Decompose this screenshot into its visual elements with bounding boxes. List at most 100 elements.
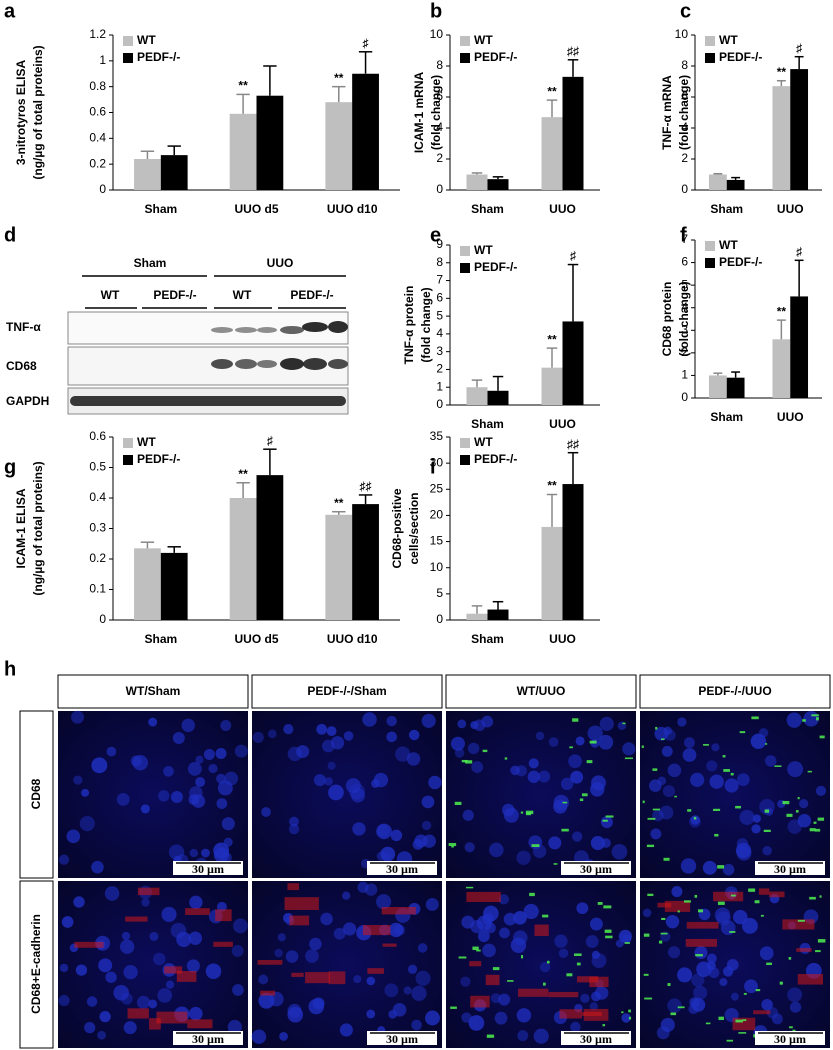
row-label: CD68: [6, 359, 37, 373]
nucleus: [789, 1001, 802, 1013]
cd68-signal: [642, 800, 645, 804]
nucleus: [600, 816, 613, 829]
ecadherin-signal: [367, 968, 384, 974]
nucleus: [168, 844, 185, 860]
cd68-signal: [717, 901, 725, 905]
nucleus: [251, 1029, 267, 1044]
nucleus: [186, 959, 200, 973]
nucleus: [395, 746, 411, 762]
nucleus: [252, 731, 264, 744]
nucleus: [158, 790, 170, 802]
cd68-signal: [811, 714, 819, 717]
nucleus: [161, 906, 177, 922]
nucleus: [406, 752, 421, 766]
y-axis-label: (fold change): [419, 287, 433, 362]
scale-bar-label: 30 µm: [192, 862, 224, 876]
cd68-signal: [553, 863, 558, 865]
nucleus: [467, 742, 480, 755]
nucleus: [170, 790, 183, 804]
nucleus: [75, 964, 88, 976]
cd68-signal: [605, 935, 613, 939]
nucleus: [390, 829, 403, 842]
cd68-signal: [543, 982, 546, 986]
cd68-signal: [451, 845, 454, 848]
y-tick-label: 9: [436, 237, 443, 251]
y-tick-label: 2: [436, 151, 443, 165]
nucleus: [494, 1011, 508, 1025]
y-tick-label: 0.4: [89, 131, 106, 145]
cd68-signal: [677, 1006, 685, 1009]
nucleus: [201, 848, 210, 858]
cd68-signal: [647, 817, 656, 820]
x-tick-label: Sham: [710, 202, 743, 216]
nucleus: [471, 761, 484, 774]
nucleus: [328, 784, 344, 801]
nucleus: [450, 736, 465, 751]
ecadherin-signal: [753, 1010, 771, 1015]
y-tick-label: 3: [436, 344, 443, 358]
cd68-signal: [562, 801, 568, 804]
nucleus: [736, 773, 750, 787]
cd68-signal: [603, 905, 612, 909]
bar: [160, 155, 188, 190]
legend-label: PEDF-/-: [474, 452, 517, 466]
cd68-signal: [814, 828, 821, 832]
cd68-signal: [739, 731, 746, 734]
y-tick-label: 10: [430, 560, 444, 574]
ecadherin-signal: [466, 891, 501, 903]
nucleus: [461, 1012, 472, 1023]
nucleus: [722, 863, 735, 876]
nucleus: [216, 798, 228, 810]
row-label: TNF-α: [6, 320, 41, 334]
y-tick-label: 8: [436, 255, 443, 269]
nucleus: [333, 927, 346, 940]
cd68-signal: [726, 1039, 734, 1042]
legend-swatch: [123, 53, 133, 63]
nucleus: [716, 911, 731, 926]
cd68-signal: [809, 828, 816, 832]
column-header: WT/UUO: [517, 684, 566, 698]
nucleus: [116, 792, 130, 806]
bar: [466, 174, 488, 190]
ecadherin-signal: [686, 921, 719, 929]
legend-swatch: [705, 258, 715, 268]
x-tick-label: Sham: [144, 202, 177, 216]
nucleus: [163, 766, 174, 777]
nucleus: [408, 729, 420, 741]
significance-label: ♯: [570, 249, 576, 263]
ecadherin-signal: [470, 995, 490, 1008]
cd68-signal: [572, 718, 579, 722]
nucleus: [462, 809, 474, 821]
y-tick-label: 0: [681, 390, 688, 404]
bar: [466, 387, 488, 405]
nucleus: [799, 799, 809, 809]
nucleus: [141, 898, 150, 907]
cd68-signal: [819, 895, 822, 898]
cd68-signal: [789, 1026, 793, 1029]
legend-label: WT: [137, 435, 156, 449]
nucleus: [342, 891, 351, 900]
cd68-signal: [797, 797, 800, 800]
nucleus: [73, 775, 83, 785]
panel-letter: g: [4, 456, 16, 478]
nucleus: [611, 843, 628, 860]
bar: [256, 95, 284, 190]
nucleus: [589, 1002, 599, 1011]
cd68-signal: [466, 886, 474, 889]
bar: [325, 514, 353, 620]
micrograph: 30 µm: [640, 710, 830, 878]
bar: [487, 390, 509, 405]
cd68-signal: [695, 954, 703, 957]
cd68-signal: [586, 760, 593, 764]
significance-label: ♯♯: [360, 479, 372, 493]
cd68-signal: [693, 816, 697, 820]
nucleus: [468, 1015, 485, 1031]
nucleus: [386, 731, 398, 743]
y-tick-label: 0: [436, 612, 443, 626]
nucleus: [689, 997, 700, 1008]
nucleus: [654, 726, 669, 741]
nucleus: [693, 985, 708, 1000]
row-label: GAPDH: [6, 394, 49, 408]
nucleus: [690, 772, 705, 787]
significance-label: ♯: [796, 244, 802, 258]
